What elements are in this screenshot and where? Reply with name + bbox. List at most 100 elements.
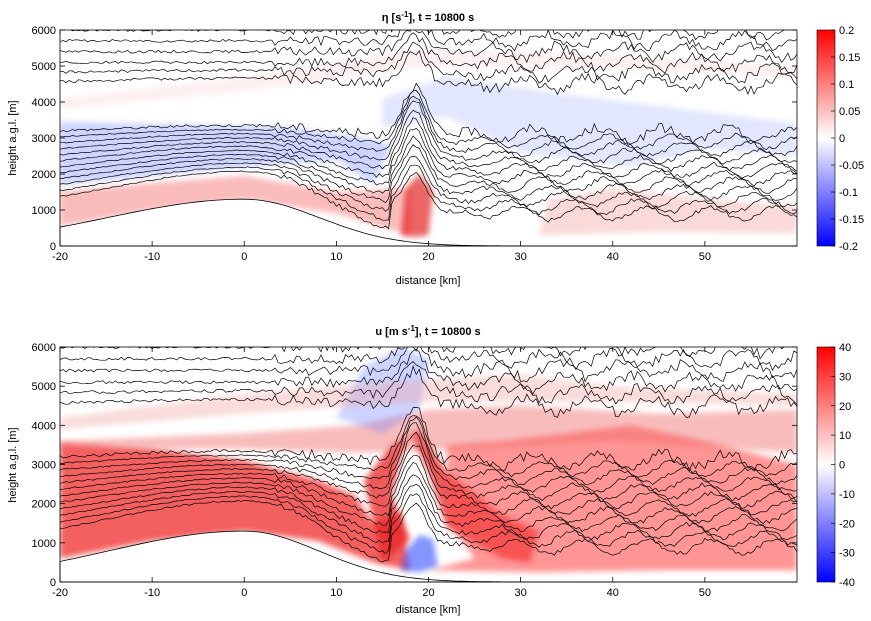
y-tick-label: 5000 bbox=[32, 381, 56, 393]
x-tick-label: -10 bbox=[144, 587, 160, 599]
contour-line bbox=[60, 100, 797, 165]
contour-line bbox=[60, 407, 797, 472]
colorbar-tick-label: 0.2 bbox=[839, 25, 854, 37]
colorbar-tick-label: -0.05 bbox=[839, 160, 864, 172]
contour-line bbox=[60, 347, 797, 383]
contour-line bbox=[60, 82, 797, 146]
colorbar-tick-label: -30 bbox=[839, 548, 855, 560]
field-region bbox=[400, 535, 438, 573]
contour-line bbox=[60, 144, 797, 204]
colorbar-tick-label: -0.1 bbox=[839, 187, 858, 199]
field-shading-u bbox=[60, 347, 797, 573]
contour-line bbox=[60, 431, 797, 502]
panel-eta: η [s-1], t = 10800 s -20 -10 0 10 20 30 40 50 0… bbox=[7, 10, 864, 287]
x-tick-label: 30 bbox=[515, 251, 527, 263]
contour-line bbox=[60, 109, 797, 172]
contour-line bbox=[60, 170, 797, 230]
y-axis-u: 0 1000 2000 3000 4000 5000 6000 bbox=[32, 342, 797, 589]
isentrope-contours-u bbox=[60, 347, 797, 563]
field-region bbox=[60, 443, 411, 571]
x-tick-label: 10 bbox=[330, 251, 342, 263]
colorbar-ticks-u: -40 -30 -20 -10 0 10 20 30 40 bbox=[831, 342, 855, 589]
contour-line bbox=[60, 483, 797, 544]
title-unit-exponent: -1 bbox=[408, 324, 416, 333]
x-tick-label: 20 bbox=[422, 587, 434, 599]
colorbar-tick-label: 10 bbox=[839, 430, 851, 442]
title-time: t = 10800 s bbox=[418, 12, 474, 24]
title-time: t = 10800 s bbox=[425, 326, 481, 338]
y-tick-label: 3000 bbox=[32, 460, 56, 472]
contour-line bbox=[60, 127, 797, 187]
panel-u: u [m s-1], t = 10800 s -20 -10 0 10 20 30 40 50… bbox=[7, 324, 855, 616]
field-region bbox=[60, 374, 797, 430]
contour-line bbox=[60, 135, 797, 194]
x-tick-label: -20 bbox=[52, 587, 68, 599]
x-tick-label: 0 bbox=[241, 251, 247, 263]
contour-line bbox=[60, 348, 797, 395]
isentrope-contours-eta bbox=[60, 30, 797, 230]
y-tick-label: 1000 bbox=[32, 538, 56, 550]
x-tick-label: 50 bbox=[699, 587, 711, 599]
y-tick-label: 2000 bbox=[32, 169, 56, 181]
field-region bbox=[539, 188, 797, 236]
colorbar-ticks-eta: -0.2 -0.15 -0.1 -0.05 0 0.05 0.1 0.15 0.2 bbox=[831, 25, 864, 253]
colorbar-tick-label: -20 bbox=[839, 518, 855, 530]
x-axis-u: -20 -10 0 10 20 30 40 50 bbox=[52, 347, 711, 599]
colorbar-tick-label: 0 bbox=[839, 133, 845, 145]
colorbar-tick-label: -10 bbox=[839, 489, 855, 501]
colorbar-tick-label: -0.15 bbox=[839, 214, 864, 226]
x-axis-eta: -20 -10 0 10 20 30 40 50 bbox=[52, 30, 711, 263]
x-tick-label: 40 bbox=[607, 587, 619, 599]
contour-line bbox=[60, 41, 797, 84]
y-axis-label-eta: height a.g.l. [m] bbox=[7, 100, 19, 175]
x-tick-label: -20 bbox=[52, 251, 68, 263]
title-variable: u bbox=[375, 326, 382, 338]
y-axis-eta: 0 1000 2000 3000 4000 5000 6000 bbox=[32, 25, 797, 253]
x-axis-label-eta: distance [km] bbox=[396, 275, 461, 287]
contour-line bbox=[60, 32, 797, 74]
contour-line bbox=[60, 49, 797, 96]
x-tick-label: 30 bbox=[515, 587, 527, 599]
colorbar-tick-label: 0 bbox=[839, 460, 845, 472]
x-tick-label: 20 bbox=[422, 251, 434, 263]
colorbar-tick-label: 0.1 bbox=[839, 79, 854, 91]
field-region bbox=[400, 174, 434, 237]
y-tick-label: 3000 bbox=[32, 133, 56, 145]
contour-line bbox=[60, 462, 797, 526]
y-tick-label: 5000 bbox=[32, 61, 56, 73]
contour-line bbox=[60, 347, 797, 371]
field-region bbox=[382, 76, 797, 167]
field-region bbox=[60, 48, 797, 110]
field-region bbox=[60, 405, 797, 453]
contour-line bbox=[60, 164, 797, 221]
title-variable: η bbox=[382, 12, 389, 24]
contour-line bbox=[60, 156, 797, 212]
x-tick-label: 50 bbox=[699, 251, 711, 263]
title-unit: m s bbox=[389, 326, 408, 338]
colorbar-tick-label: 20 bbox=[839, 401, 851, 413]
field-region bbox=[428, 425, 797, 573]
y-tick-label: 6000 bbox=[32, 342, 56, 354]
colorbar-tick-label: -0.2 bbox=[839, 241, 858, 253]
y-axis-label-u: height a.g.l. [m] bbox=[7, 427, 19, 502]
y-tick-label: 0 bbox=[50, 241, 56, 253]
x-tick-label: 10 bbox=[330, 587, 342, 599]
colorbar-tick-label: 0.05 bbox=[839, 106, 860, 118]
title-unit: s bbox=[395, 12, 401, 24]
panel-title-u: u [m s-1], t = 10800 s bbox=[375, 324, 480, 338]
contour-line bbox=[60, 444, 797, 510]
colorbar-u: -40 -30 -20 -10 0 10 20 30 40 bbox=[816, 342, 855, 589]
y-tick-label: 4000 bbox=[32, 420, 56, 432]
contour-line bbox=[60, 30, 797, 64]
x-tick-label: 0 bbox=[241, 587, 247, 599]
y-tick-label: 4000 bbox=[32, 97, 56, 109]
contour-line bbox=[60, 117, 797, 179]
contour-line bbox=[60, 422, 797, 493]
colorbar-tick-label: -40 bbox=[839, 577, 855, 589]
x-axis-label-u: distance [km] bbox=[396, 604, 461, 616]
contour-line bbox=[60, 493, 797, 555]
colorbar-tick-label: 40 bbox=[839, 342, 851, 354]
contour-line bbox=[60, 95, 797, 157]
title-unit-exponent: -1 bbox=[401, 10, 409, 19]
